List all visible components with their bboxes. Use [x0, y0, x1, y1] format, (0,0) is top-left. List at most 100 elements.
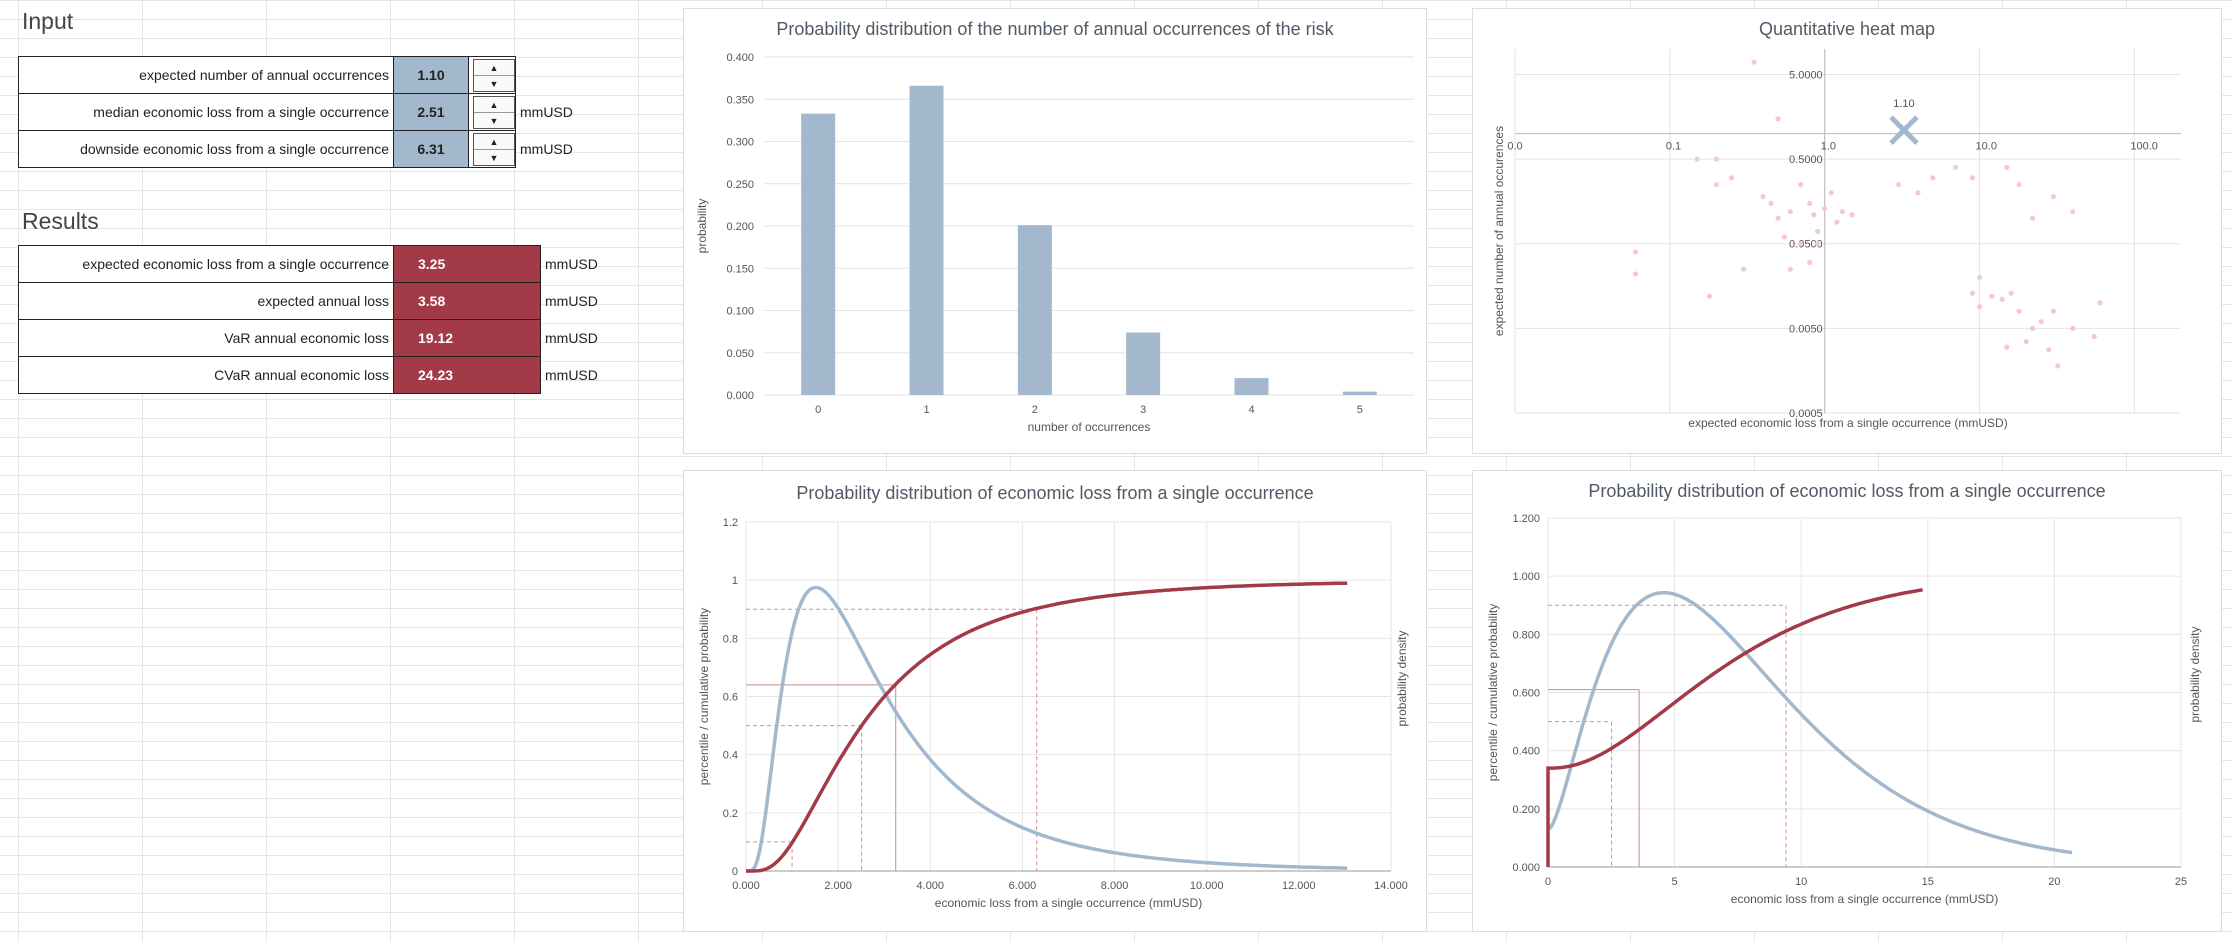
bar: [801, 113, 836, 396]
y-axis-label-left: percentile / cumulative probability: [697, 608, 711, 785]
scatter-point: [1632, 249, 1639, 255]
chart-title: Probability distribution of the number o…: [776, 19, 1334, 39]
spinner[interactable]: ▲ ▼: [473, 96, 515, 129]
input-label: expected number of annual occurrences: [18, 56, 394, 94]
x-tick-label: 5: [1357, 404, 1363, 416]
scatter-point: [2008, 290, 2014, 296]
input-section-title: Input: [22, 8, 74, 34]
x-tick-label: 2.000: [824, 880, 852, 892]
scatter-point: [2055, 363, 2061, 369]
chart-panel-occurrences[interactable]: Probability distribution of the number o…: [683, 8, 1427, 454]
x-tick-label: 15: [1922, 876, 1934, 888]
results-section-title: Results: [22, 208, 99, 234]
result-unit: mmUSD: [545, 330, 598, 346]
input-value-cell[interactable]: 1.10: [393, 56, 469, 94]
scatter-point: [1768, 200, 1774, 206]
chart-title: Quantitative heat map: [1758, 19, 1936, 39]
x-tick-label: 1.0: [1821, 141, 1836, 153]
scatter-point: [2050, 194, 2057, 200]
scatter-point: [2070, 325, 2076, 331]
scatter-point: [1781, 234, 1788, 240]
scatter-point: [1976, 304, 1983, 310]
spinner-cell: ▲ ▼: [468, 56, 516, 94]
scatter-point: [1815, 228, 1821, 234]
input-row: median economic loss from a single occur…: [18, 93, 574, 131]
x-axis-label: number of occurrences: [1028, 420, 1151, 434]
chart-panel-heatmap[interactable]: Quantitative heat map 0.0 0.1 1.0 10.0 100.0…: [1472, 8, 2222, 454]
y-tick-label: 0.150: [726, 263, 754, 275]
input-label: median economic loss from a single occur…: [18, 93, 394, 131]
marker-label: 1.10: [1893, 98, 1914, 110]
chart-panel-loss-2[interactable]: Probability distribution of economic los…: [1472, 470, 2222, 932]
x-tick-label: 4.000: [917, 880, 945, 892]
result-value-cell[interactable]: 3.25: [393, 245, 541, 283]
scatter-point: [1751, 59, 1757, 65]
scatter-point: [1798, 241, 1804, 247]
input-value-cell[interactable]: 2.51: [393, 93, 469, 131]
y-tick-label: 0.0050: [1789, 323, 1823, 335]
scatter-point: [2097, 300, 2103, 306]
loss-distribution-chart-1: 0.000 2.000 4.000 6.000 8.000 10.000 12.000 14.…: [697, 517, 1409, 910]
y-tick-label: 0.2: [723, 808, 738, 820]
x-tick-label: 12.000: [1282, 880, 1316, 892]
y-axis-label-left: percentile / cumulative probability: [1486, 604, 1500, 781]
result-label: expected annual loss: [18, 282, 394, 320]
y-tick-label: 0.4: [723, 750, 738, 762]
result-row: expected economic loss from a single occ…: [18, 245, 599, 283]
spinner-down-icon[interactable]: ▼: [489, 152, 499, 163]
spinner-down-icon[interactable]: ▼: [489, 115, 499, 126]
scatter-point: [1849, 212, 1855, 218]
result-value-cell[interactable]: 19.12: [393, 319, 541, 357]
input-table: expected number of annual occurrences 1.…: [18, 56, 574, 168]
spinner-up-icon[interactable]: ▲: [474, 134, 514, 150]
input-value-cell[interactable]: 6.31: [393, 130, 469, 168]
chart-panel-loss-1[interactable]: Probability distribution of economic los…: [683, 470, 1427, 932]
y-tick-label: 5.0000: [1789, 69, 1823, 81]
scatter-point: [2029, 325, 2036, 331]
scatter-point: [1787, 266, 1793, 272]
scatter-point: [1811, 212, 1817, 218]
scatter-point: [1728, 175, 1735, 181]
scatter-point: [1989, 293, 1995, 299]
x-tick-label: 25: [2175, 876, 2187, 888]
y-tick-label: 0: [732, 866, 738, 878]
x-tick-label: 10.000: [1190, 880, 1224, 892]
scatter-point: [2016, 181, 2022, 188]
scatter-point: [1952, 164, 1959, 170]
scatter-point: [2091, 333, 2097, 340]
scatter-point: [1807, 259, 1813, 266]
spinner[interactable]: ▲ ▼: [473, 59, 515, 92]
scatter-point: [1798, 181, 1804, 188]
x-tick-label: 6.000: [1009, 880, 1037, 892]
scatter-point: [1694, 156, 1700, 162]
cdf-curve: [1546, 588, 1923, 867]
result-value-cell[interactable]: 3.58: [393, 282, 541, 320]
bar: [1126, 332, 1161, 395]
scatter-point: [1713, 181, 1720, 188]
heat-map-chart: 0.0 0.1 1.0 10.0 100.0 5.0000 0.5000 0.0500 0.00…: [1492, 49, 2181, 430]
y-tick-label: 1.200: [1512, 513, 1540, 525]
y-tick-label: 0.000: [726, 390, 754, 402]
scatter-point: [1834, 219, 1840, 225]
spinner-up-icon[interactable]: ▲: [474, 60, 514, 76]
result-label: expected economic loss from a single occ…: [18, 245, 394, 283]
scatter-point: [1741, 266, 1747, 272]
x-tick-label: 20: [2048, 876, 2060, 888]
y-tick-label: 0.000: [1512, 862, 1540, 874]
y-tick-label: 1: [732, 575, 738, 587]
scatter-point: [2016, 308, 2022, 314]
spinner-up-icon[interactable]: ▲: [474, 97, 514, 113]
spinner-down-icon[interactable]: ▼: [489, 78, 499, 89]
spinner[interactable]: ▲ ▼: [473, 133, 515, 166]
x-tick-label: 0.000: [732, 880, 760, 892]
x-tick-label: 0: [1545, 876, 1551, 888]
scatter-point: [2038, 319, 2044, 325]
scatter-point: [1760, 194, 1766, 200]
scatter-point: [1807, 200, 1813, 206]
scatter-point: [1822, 206, 1828, 212]
bar: [1234, 378, 1269, 395]
scatter-point: [1775, 215, 1781, 221]
result-value-cell[interactable]: 24.23: [393, 356, 541, 394]
x-tick-label: 0: [815, 404, 821, 416]
y-axis-label-right: probability density: [2188, 626, 2202, 722]
